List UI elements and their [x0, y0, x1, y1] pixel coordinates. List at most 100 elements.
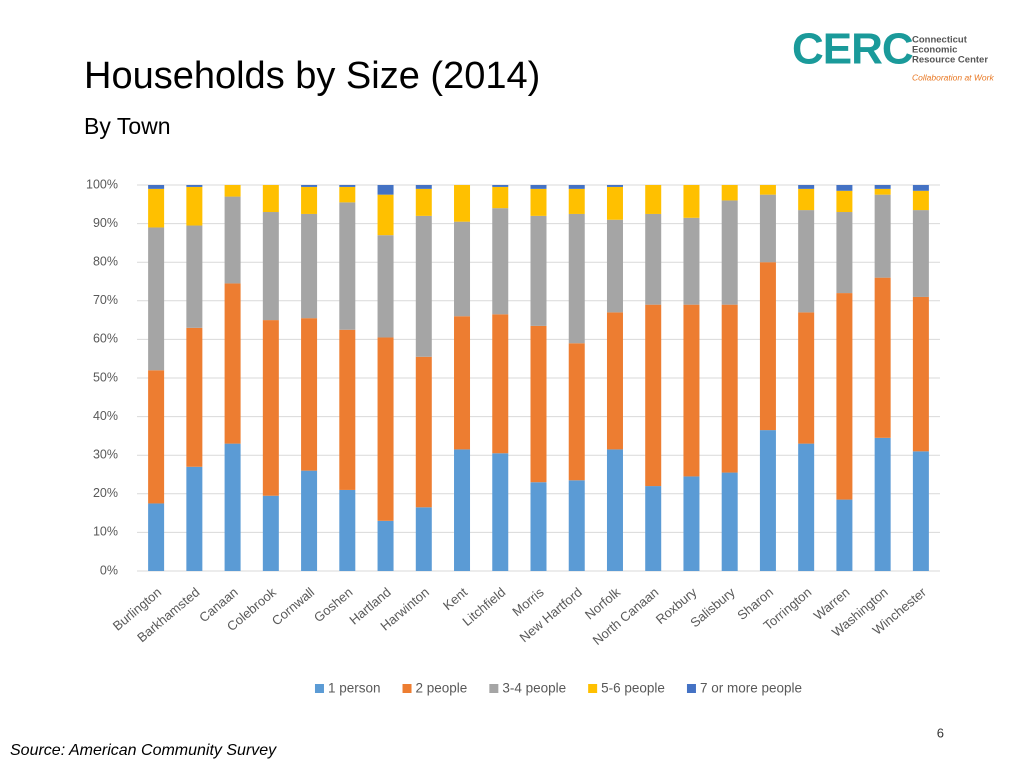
y-tick-label: 100% — [86, 177, 118, 191]
bar-segment — [568, 343, 585, 481]
legend-swatch — [402, 684, 412, 693]
bar-segment — [454, 449, 471, 571]
bar-segment — [454, 185, 471, 222]
bar-segment — [568, 185, 585, 189]
bar-segment — [148, 503, 165, 571]
bar-segment — [798, 185, 815, 189]
bar-segment — [568, 188, 585, 214]
bar-segment — [415, 185, 432, 189]
legend-swatch — [489, 684, 499, 693]
legend-label: 5-6 people — [601, 681, 665, 696]
y-tick-label: 30% — [93, 447, 118, 461]
bar-segment — [415, 356, 432, 508]
bar-segment — [798, 443, 815, 571]
bar-segment — [836, 499, 853, 571]
bar-segment — [492, 208, 509, 315]
logo-name: Economic — [912, 45, 957, 56]
y-tick-label: 50% — [93, 370, 118, 384]
bar-segment — [377, 235, 394, 338]
bar-segment — [377, 194, 394, 236]
bar-segment — [836, 293, 853, 500]
bar-segment — [301, 213, 318, 319]
bar-segment — [339, 202, 356, 330]
bar-segment — [301, 186, 318, 214]
slide-title: Households by Size (2014) — [84, 55, 540, 97]
y-tick-label: 90% — [93, 216, 118, 230]
bar-segment — [301, 470, 318, 571]
bar-segment — [492, 314, 509, 454]
bar-segment — [224, 196, 241, 284]
bar-segment — [912, 210, 929, 297]
bar-segment — [645, 304, 662, 487]
bar-segment — [530, 185, 547, 189]
bar-segment — [339, 186, 356, 203]
y-tick-label: 0% — [100, 563, 118, 577]
bar-segment — [148, 227, 165, 371]
bar-segment — [606, 219, 623, 313]
bar-segment — [262, 495, 279, 571]
y-tick-label: 10% — [93, 525, 118, 539]
bar-segment — [186, 185, 203, 187]
bar-segment — [836, 185, 853, 191]
bar-segment — [186, 186, 203, 226]
bar-segment — [912, 185, 929, 191]
bar-segment — [645, 185, 662, 214]
bar-segment — [148, 185, 165, 189]
x-tick-label: Litchfield — [459, 584, 508, 628]
bar-segment — [492, 185, 509, 187]
bar-segment — [683, 304, 700, 477]
bar-segment — [721, 185, 738, 201]
bar-segment — [224, 185, 241, 197]
logo-tagline: Collaboration at Work — [912, 72, 994, 82]
y-tick-label: 70% — [93, 293, 118, 307]
bar-segment — [836, 212, 853, 294]
y-tick-label: 20% — [93, 486, 118, 500]
legend-swatch — [314, 684, 324, 693]
bar-segment — [224, 283, 241, 444]
legend-label: 3-4 people — [502, 681, 566, 696]
bar-segment — [912, 296, 929, 452]
bar-segment — [377, 185, 394, 195]
bar-segment — [874, 437, 891, 571]
bar-segment — [377, 520, 394, 571]
bar-segment — [530, 215, 547, 326]
slide-subtitle: By Town — [84, 113, 171, 139]
bar-segment — [759, 194, 776, 263]
bar-segment — [874, 194, 891, 278]
logo-name: Resource Center — [912, 55, 988, 66]
bar-segment — [454, 316, 471, 450]
y-tick-label: 40% — [93, 409, 118, 423]
bar-segment — [262, 185, 279, 213]
legend-label: 2 people — [416, 681, 468, 696]
bar-segment — [415, 215, 432, 357]
bar-segment — [836, 190, 853, 213]
bar-segment — [339, 329, 356, 490]
bar-segment — [568, 213, 585, 344]
bar-segment — [759, 185, 776, 195]
bar-segment — [262, 212, 279, 321]
bar-segment — [798, 210, 815, 313]
bar-segment — [874, 188, 891, 195]
bar-segment — [912, 190, 929, 211]
bar-segment — [606, 449, 623, 571]
logo-name: Connecticut — [912, 35, 968, 46]
bar-segment — [148, 370, 165, 504]
bar-segment — [874, 185, 891, 189]
bar-segment — [606, 185, 623, 187]
bar-segment — [186, 327, 203, 467]
legend-swatch — [686, 684, 696, 693]
bar-segment — [606, 186, 623, 220]
bar-segment — [454, 221, 471, 317]
bar-segment — [721, 304, 738, 473]
y-tick-label: 80% — [93, 254, 118, 268]
x-tick-label: Cornwall — [269, 584, 317, 628]
bar-segment — [186, 225, 203, 328]
bar-segment — [721, 200, 738, 305]
legend-swatch — [588, 684, 598, 693]
logo-mark: CERC — [792, 25, 913, 74]
source-note: Source: American Community Survey — [10, 742, 277, 759]
bar-segment — [492, 186, 509, 209]
bar-segment — [759, 430, 776, 571]
bar-segment — [645, 486, 662, 571]
bar-segment — [912, 451, 929, 571]
